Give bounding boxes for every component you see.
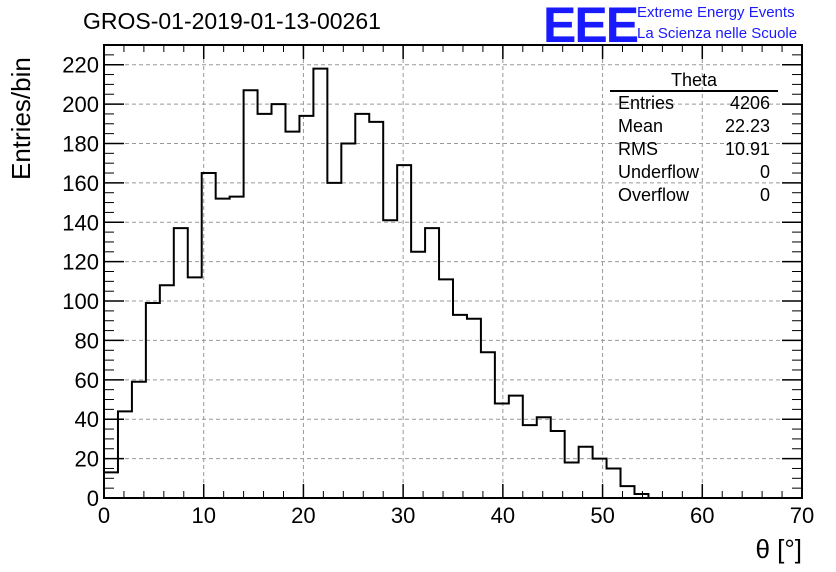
histogram-bin xyxy=(579,447,593,498)
stats-value: 10.91 xyxy=(724,139,770,159)
histogram-bin xyxy=(411,252,425,498)
stats-value: 22.23 xyxy=(724,116,770,136)
x-tick-label: 70 xyxy=(790,503,814,528)
y-tick-labels: 0 20 40 60 80 100 120 140 160 180 200 220 xyxy=(62,53,99,511)
histogram-bin xyxy=(481,352,495,498)
histogram-bin xyxy=(495,403,509,498)
y-tick-label: 20 xyxy=(75,447,99,472)
x-axis-label: θ [°] xyxy=(755,534,802,564)
histogram-bin xyxy=(355,114,369,498)
histogram-bin xyxy=(272,104,286,498)
grid-lines xyxy=(104,45,802,498)
y-tick-label: 200 xyxy=(62,92,99,117)
stats-label: Underflow xyxy=(618,162,700,182)
x-tick-label: 20 xyxy=(291,503,315,528)
x-tick-label: 40 xyxy=(491,503,515,528)
stats-row-underflow: Underflow 0 xyxy=(610,161,778,184)
stats-label: Mean xyxy=(618,116,664,136)
histogram-bin xyxy=(341,143,355,498)
y-tick-label: 60 xyxy=(75,368,99,393)
histogram-bin xyxy=(118,411,132,498)
histogram-bin xyxy=(593,459,607,498)
y-axis-label: Entries/bin xyxy=(6,57,36,180)
histogram-bin xyxy=(453,315,467,498)
y-tick-label: 180 xyxy=(62,131,99,156)
histogram-bin xyxy=(174,228,188,498)
histogram-bin xyxy=(439,279,453,498)
histogram-bin xyxy=(537,417,551,498)
y-tick-label: 100 xyxy=(62,289,99,314)
x-tick-label: 30 xyxy=(391,503,415,528)
stats-value: 0 xyxy=(759,185,770,205)
logo-caption-2: La Scienza nelle Scuole xyxy=(637,25,798,42)
stats-row-overflow: Overflow 0 xyxy=(610,184,778,207)
stats-row-rms: RMS 10.91 xyxy=(610,138,778,161)
y-tick-label: 120 xyxy=(62,250,99,275)
histogram-bin xyxy=(551,431,565,498)
eee-logo: EEE xyxy=(543,0,639,53)
histogram-bin xyxy=(523,425,537,498)
x-tick-label: 50 xyxy=(590,503,614,528)
y-tick-label: 140 xyxy=(62,210,99,235)
histogram-bin xyxy=(285,132,299,498)
histogram-bin xyxy=(313,69,327,498)
histogram-bin xyxy=(188,277,202,498)
histogram-bin xyxy=(244,90,258,498)
stats-value: 4206 xyxy=(729,93,770,113)
histogram-bin xyxy=(160,285,174,498)
chart-title: GROS-01-2019-01-13-00261 xyxy=(83,8,381,34)
histogram-bin xyxy=(146,303,160,498)
histogram-outline xyxy=(103,67,802,499)
x-tick-labels: 0 10 20 30 40 50 60 70 xyxy=(98,503,814,528)
stats-row-entries: Entries 4206 xyxy=(610,92,778,115)
histogram-bin xyxy=(202,173,216,498)
stats-label: RMS xyxy=(618,139,658,159)
stats-box: Theta Entries 4206 Mean 22.23 RMS 10.91 … xyxy=(610,70,778,207)
histogram-bin xyxy=(509,396,523,498)
histogram-series xyxy=(103,67,802,499)
histogram-bin xyxy=(565,463,579,498)
x-tick-label: 60 xyxy=(690,503,714,528)
stats-label: Overflow xyxy=(618,185,690,205)
stats-title: Theta xyxy=(610,70,778,92)
histogram-bin xyxy=(467,319,481,498)
y-tick-label: 0 xyxy=(87,486,99,511)
y-tick-label: 40 xyxy=(75,407,99,432)
histogram-bin xyxy=(258,114,272,498)
histogram-bin xyxy=(425,228,439,498)
histogram-bin xyxy=(607,468,621,498)
stats-label: Entries xyxy=(618,93,675,113)
x-tick-label: 0 xyxy=(98,503,110,528)
histogram-bin xyxy=(299,116,313,498)
y-tick-label: 80 xyxy=(75,328,99,353)
histogram-bin xyxy=(327,183,341,498)
y-tick-label: 160 xyxy=(62,171,99,196)
histogram-bin xyxy=(230,197,244,498)
histogram-bin xyxy=(132,382,146,498)
x-tick-label: 10 xyxy=(191,503,215,528)
y-tick-label: 220 xyxy=(62,53,99,78)
histogram-bin xyxy=(369,122,383,498)
histogram-bin xyxy=(216,199,230,498)
stats-row-mean: Mean 22.23 xyxy=(610,115,778,138)
axis-ticks xyxy=(103,44,803,499)
histogram-bin xyxy=(383,220,397,498)
histogram-bin xyxy=(397,165,411,498)
logo-caption-1: Extreme Energy Events xyxy=(637,4,795,21)
stats-value: 0 xyxy=(759,162,770,182)
histogram-bin xyxy=(104,472,118,498)
